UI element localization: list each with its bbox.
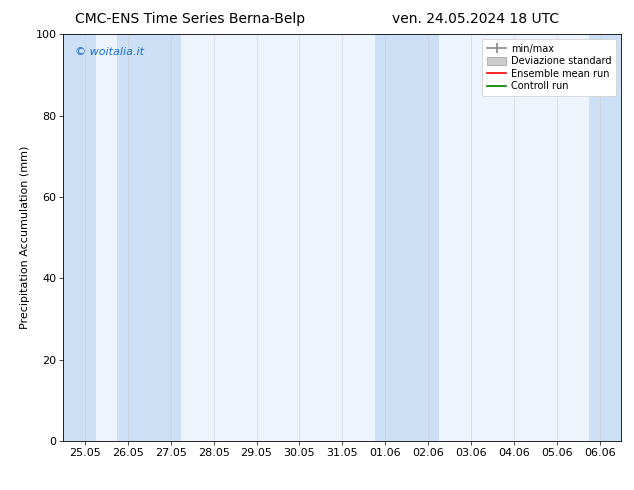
Bar: [589, 34, 621, 441]
Bar: [117, 34, 181, 441]
Text: © woitalia.it: © woitalia.it: [75, 47, 143, 56]
Legend: min/max, Deviazione standard, Ensemble mean run, Controll run: min/max, Deviazione standard, Ensemble m…: [482, 39, 616, 96]
Bar: [63, 34, 96, 441]
Text: CMC-ENS Time Series Berna-Belp: CMC-ENS Time Series Berna-Belp: [75, 12, 305, 26]
Y-axis label: Precipitation Accumulation (mm): Precipitation Accumulation (mm): [20, 146, 30, 329]
Text: ven. 24.05.2024 18 UTC: ven. 24.05.2024 18 UTC: [392, 12, 559, 26]
Bar: [375, 34, 439, 441]
